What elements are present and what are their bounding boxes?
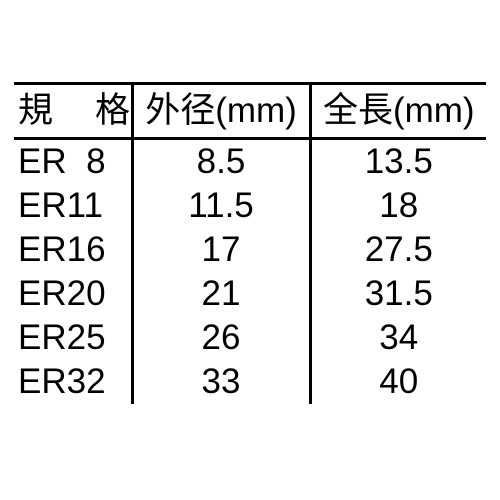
table-row: ER32 33 40 (14, 360, 486, 404)
cell-overall-length: 40 (310, 360, 486, 404)
spec-table-wrapper: 規格 外径(mm) 全長(mm) ER 8 8.5 13.5 ER11 11.5… (14, 82, 486, 404)
cell-standard: ER16 (14, 228, 132, 272)
col-header-standard: 規格 (14, 84, 132, 139)
table-row: ER16 17 27.5 (14, 228, 486, 272)
table-row: ER 8 8.5 13.5 (14, 139, 486, 185)
cell-standard: ER11 (14, 184, 132, 228)
col-header-standard-char1: 規 (18, 85, 53, 137)
cell-outer-diameter: 33 (132, 360, 310, 404)
cell-outer-diameter: 26 (132, 316, 310, 360)
cell-overall-length: 27.5 (310, 228, 486, 272)
cell-standard: ER32 (14, 360, 132, 404)
col-header-standard-label: 規格 (18, 85, 131, 137)
col-header-overall-length: 全長(mm) (310, 84, 486, 139)
cell-standard: ER20 (14, 272, 132, 316)
col-header-outer-diameter: 外径(mm) (132, 84, 310, 139)
cell-outer-diameter: 21 (132, 272, 310, 316)
cell-overall-length: 34 (310, 316, 486, 360)
cell-overall-length: 13.5 (310, 139, 486, 185)
table-header-row: 規格 外径(mm) 全長(mm) (14, 84, 486, 139)
canvas: 規格 外径(mm) 全長(mm) ER 8 8.5 13.5 ER11 11.5… (0, 0, 500, 500)
spec-table: 規格 外径(mm) 全長(mm) ER 8 8.5 13.5 ER11 11.5… (14, 82, 486, 404)
cell-outer-diameter: 17 (132, 228, 310, 272)
cell-outer-diameter: 11.5 (132, 184, 310, 228)
col-header-standard-char2: 格 (95, 85, 130, 137)
cell-standard: ER 8 (14, 139, 132, 185)
cell-outer-diameter: 8.5 (132, 139, 310, 185)
cell-standard: ER25 (14, 316, 132, 360)
table-row: ER11 11.5 18 (14, 184, 486, 228)
cell-overall-length: 31.5 (310, 272, 486, 316)
cell-overall-length: 18 (310, 184, 486, 228)
table-row: ER20 21 31.5 (14, 272, 486, 316)
table-row: ER25 26 34 (14, 316, 486, 360)
